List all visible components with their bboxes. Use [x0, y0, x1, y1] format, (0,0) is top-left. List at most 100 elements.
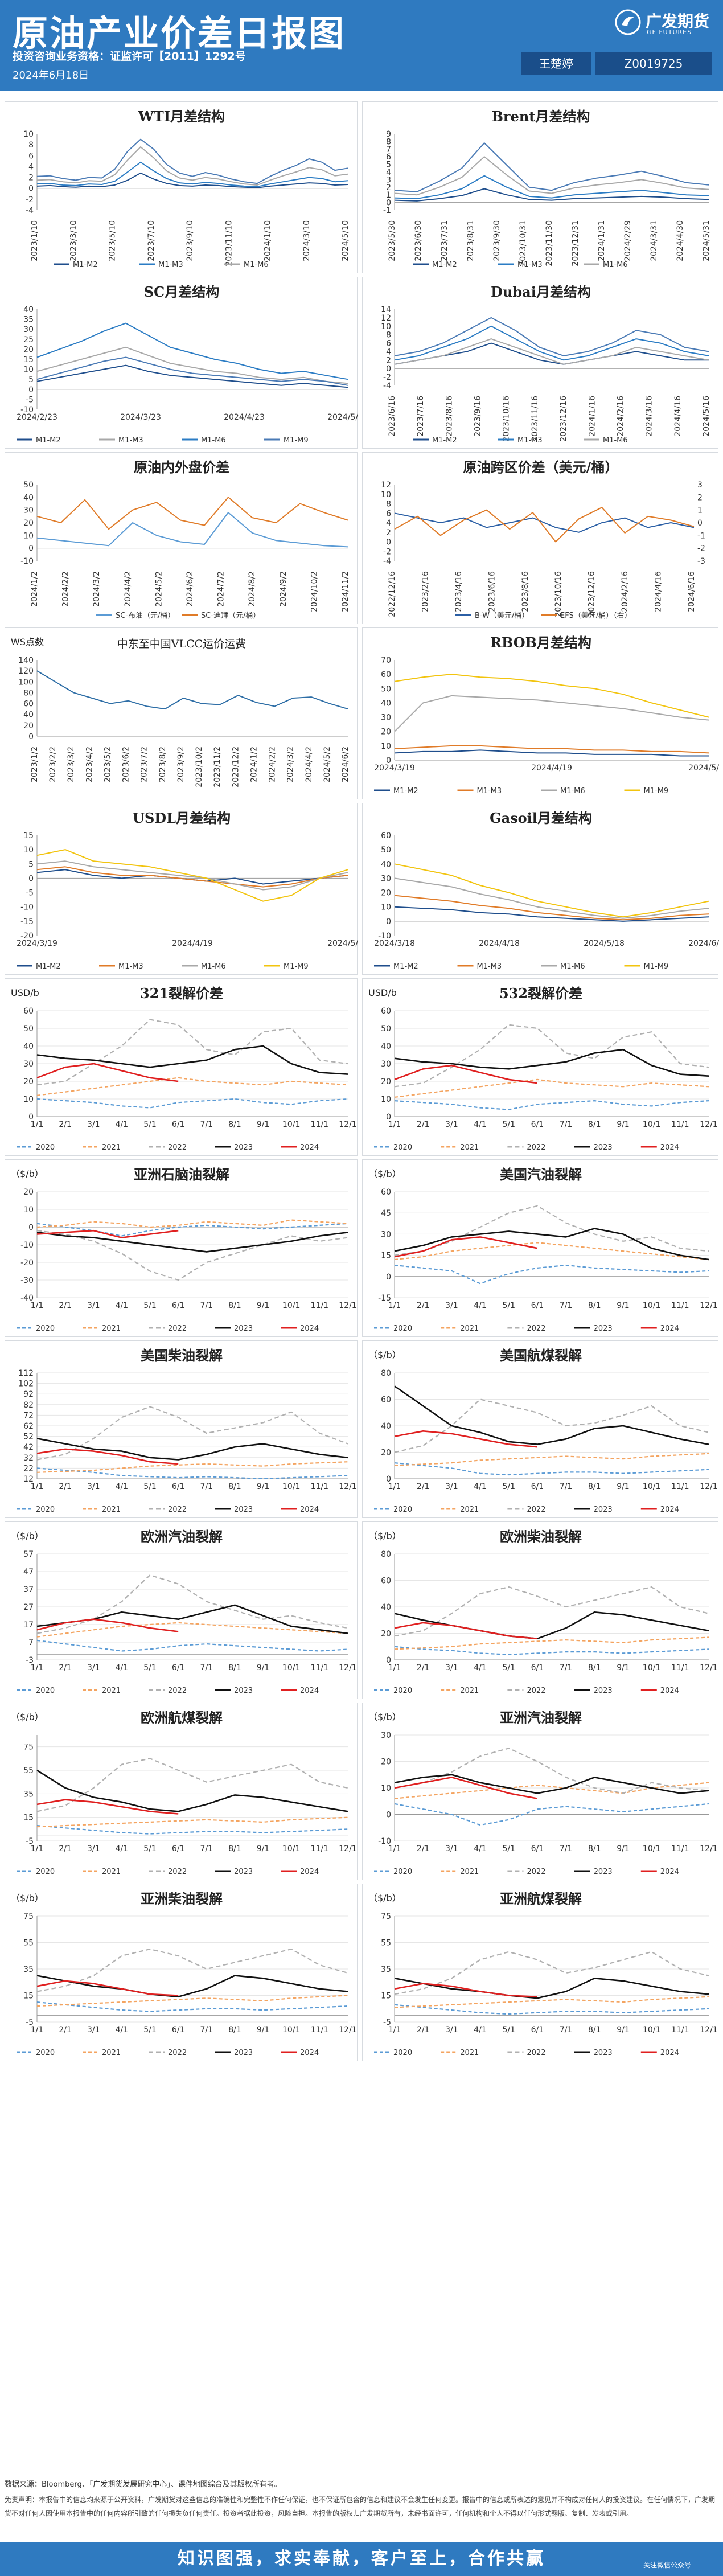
y-tick-label: 100 — [18, 678, 34, 687]
x-tick-label: 12/1 — [700, 1844, 717, 1853]
x-tick-label: 2024/1/2 — [30, 571, 39, 607]
y-tick-label: -5 — [26, 1837, 34, 1846]
chart-panel-vlcc: 中东至中国VLCC运价运费 WS点数 0 20 40 60 80 100 120 140 2023/… — [5, 627, 358, 799]
x-tick-label: 2024/5/2 — [154, 571, 163, 607]
legend-label: 2020 — [36, 1143, 55, 1152]
x-tick-label: 2/1 — [417, 1844, 430, 1853]
y-tick-label: 0 — [386, 1811, 391, 1820]
x-tick-label: 2023/12/16 — [559, 396, 568, 442]
chart-svg-crack321: 321裂解价差 USD/b 0 10 20 30 40 50 60 1/1 2/1 3/1 4/1 5/1… — [11, 985, 357, 1152]
x-tick-label: 2024/4/30 — [676, 220, 685, 261]
x-tick-label: 8/1 — [228, 2025, 241, 2034]
x-tick-label: 12/1 — [700, 2025, 717, 2034]
y-tick-label: 45 — [381, 1209, 391, 1218]
x-tick-label: 2024/1/31 — [597, 220, 606, 261]
series-line-M1-M9 — [36, 138, 348, 184]
y-tick-label: 12 — [381, 481, 391, 490]
series-line-2022 — [36, 1406, 348, 1461]
x-tick-label: 2023/4/16 — [454, 571, 463, 612]
y-tick-label: 15 — [23, 1814, 34, 1823]
legend-label: 2021 — [460, 1324, 479, 1333]
legend-label: 2024 — [300, 1324, 319, 1333]
x-tick-label: 7/1 — [560, 1663, 573, 1672]
chart-svg-asia_gasoline: 亚洲汽油裂解 （$/b） -10 0 10 20 30 1/1 2/1 3/1 4/1 5/1 6/1 7… — [368, 1709, 718, 1876]
y-tick-label: 60 — [381, 1188, 391, 1197]
y-tick-label: 20 — [23, 519, 34, 528]
x-tick-label: 8/1 — [588, 2025, 601, 2034]
y-tick-label: 50 — [381, 846, 391, 855]
x-tick-label: 5/1 — [502, 1120, 515, 1129]
unit-label: （$/b） — [368, 1893, 401, 1904]
x-tick-label: 2024/4/19 — [172, 939, 213, 948]
chart-panel-us_diesel: 美国柴油裂解 12 22 32 42 52 62 72 82 92 102 112 1/1 2/1 3/1 4… — [5, 1340, 358, 1518]
legend-label: 2020 — [36, 1506, 55, 1514]
x-tick-label: 1/1 — [31, 1482, 44, 1491]
x-tick-label: 9/1 — [257, 1844, 270, 1853]
legend-label: M1-M2 — [393, 787, 418, 795]
y-tick-label: 25 — [23, 335, 34, 344]
series-line-M1-M3 — [36, 866, 348, 888]
y-tick-label: 35 — [381, 1965, 391, 1974]
series-line-SC-迪拜（元/桶） — [36, 497, 348, 530]
x-tick-label: 5/1 — [143, 1844, 157, 1853]
y-tick-label: 17 — [23, 1621, 34, 1630]
x-tick-label: 2023/8/2 — [158, 746, 167, 782]
series-line-2021 — [36, 1219, 348, 1228]
chart-title: 亚洲航煤裂解 — [500, 1890, 582, 1907]
y-tick-label: 40 — [381, 1603, 391, 1612]
legend-label: M1-M3 — [118, 962, 143, 971]
x-tick-label: 2024/2/16 — [616, 396, 625, 437]
x-tick-label: 10/1 — [643, 1663, 660, 1672]
chart-panel-asia_diesel: 亚洲柴油裂解 （$/b） -5 15 35 55 75 1/1 2/1 3/1 4/1 5/1 6/1 7… — [5, 1884, 358, 2061]
y-tick-label: 1 — [386, 191, 391, 200]
x-tick-label: 8/1 — [588, 1482, 601, 1491]
y-tick-label: 20 — [23, 345, 34, 354]
chart-title: Brent月差结构 — [492, 108, 590, 125]
y-tick-label: 6 — [386, 339, 391, 348]
chart-title: 原油跨区价差（美元/桶） — [463, 459, 619, 475]
y-tick-label: 30 — [381, 1731, 391, 1740]
chart-title: 亚洲柴油裂解 — [141, 1890, 223, 1907]
chart-panel-crack532: 532裂解价差 USD/b 0 10 20 30 40 50 60 1/1 2/1 3/1 4/1 5/1… — [362, 978, 718, 1156]
legend-label: 2020 — [393, 1687, 412, 1695]
x-tick-label: 4/1 — [116, 2025, 129, 2034]
chart-panel-crack321: 321裂解价差 USD/b 0 10 20 30 40 50 60 1/1 2/1 3/1 4/1 5/1… — [5, 978, 358, 1156]
legend-label: M1-M6 — [560, 962, 585, 971]
chart-title: WTI月差结构 — [138, 108, 225, 125]
y-tick-label: -2 — [383, 373, 391, 382]
chart-svg-asia_naphtha: 亚洲石脑油裂解 （$/b） -40 -30 -20 -10 0 10 20 1/1 2/1 3/1 4/… — [11, 1166, 357, 1333]
license-text: 投资咨询业务资格：证监许可【2011】1292号 — [13, 50, 246, 63]
y-tick-label: 0 — [386, 917, 391, 926]
slogan-bar: 知识图强，求实奉献，客户至上，合作共赢 — [0, 2542, 723, 2576]
x-tick-label: 11/1 — [311, 1482, 328, 1491]
y-tick-label: 0 — [28, 874, 34, 883]
x-tick-label: 11/1 — [671, 1482, 689, 1491]
x-tick-label: 6/1 — [172, 1120, 185, 1129]
legend-label: 2022 — [527, 2049, 545, 2057]
unit-label: （$/b） — [368, 1531, 401, 1541]
y-right-tick-label: 3 — [697, 481, 703, 490]
x-tick-label: 8/1 — [228, 1482, 241, 1491]
x-tick-label: 2024/4/2 — [124, 571, 133, 607]
x-tick-label: 2024/3/31 — [650, 220, 659, 261]
x-tick-label: 2023/11/30 — [545, 220, 554, 266]
x-tick-label: 2023/12/2 — [231, 746, 240, 787]
legend-label: 2021 — [460, 1506, 479, 1514]
series-line-2023 — [36, 1604, 348, 1634]
chart-svg-wti: WTI月差结构 -4 -202 468 10 2023/1/10 2023/3/10 2023… — [23, 108, 350, 269]
x-tick-label: 2023/3/2 — [67, 746, 76, 782]
y-tick-label: 20 — [381, 1758, 391, 1767]
x-tick-label: 12/1 — [339, 1663, 356, 1672]
legend-label: M1-M6 — [603, 436, 628, 445]
y-tick-label: 20 — [23, 1188, 34, 1197]
x-tick-label: 2/1 — [417, 1120, 430, 1129]
x-tick-label: 2023/4/2 — [85, 746, 94, 782]
y-tick-label: -20 — [20, 932, 34, 941]
chart-svg-domestic: 原油内外盘价差 -10 0 10 20 30 40 50 2024/1/2 2024/2/2 202… — [20, 459, 350, 620]
x-tick-label: 2024/11/2 — [341, 571, 350, 612]
legend-label: 2022 — [168, 1324, 187, 1333]
legend-label: 2021 — [102, 1143, 121, 1152]
y-tick-label: 27 — [23, 1603, 34, 1612]
series-line-2023 — [394, 1774, 709, 1794]
